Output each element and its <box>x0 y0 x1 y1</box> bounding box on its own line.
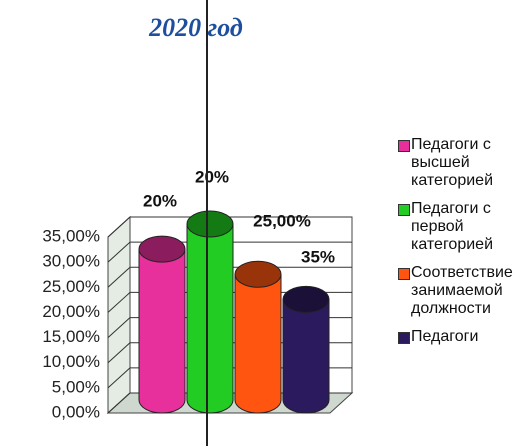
cylinder-body <box>138 248 186 414</box>
bar <box>138 235 186 414</box>
legend-label: Педагоги с высшей категорией <box>411 136 493 189</box>
grid-line <box>107 241 352 263</box>
cylinder-body <box>282 298 330 414</box>
legend-swatch <box>398 332 410 344</box>
y-tick-label: 15,00% <box>42 327 100 346</box>
cylinder-top <box>234 260 282 288</box>
bar <box>282 285 330 414</box>
legend-swatch <box>398 268 410 280</box>
legend-label: Соответствие занимаемой должности <box>411 264 513 317</box>
legend-item: Соответствие занимаемой должности <box>396 264 520 318</box>
cylinder-body <box>186 223 234 414</box>
y-tick-label: 35,00% <box>42 226 100 245</box>
legend-label: Педагоги <box>411 328 479 345</box>
grid-line <box>107 216 352 238</box>
back-wall <box>107 215 131 415</box>
annotation: 20% <box>195 167 229 186</box>
cylinder-body <box>234 273 282 414</box>
annotation: 25,00% <box>253 211 311 230</box>
annotation: 35% <box>301 247 335 266</box>
y-tick-label: 5,00% <box>52 377 100 396</box>
annotation: 20% <box>143 191 177 210</box>
legend-item: Педагоги <box>396 328 520 346</box>
legend-item: Педагоги с первой категорией <box>396 200 520 254</box>
cylinder-top <box>138 235 186 263</box>
y-tick-label: 10,00% <box>42 352 100 371</box>
legend-item: Педагоги с высшей категорией <box>396 136 520 190</box>
y-tick-label: 0,00% <box>52 402 100 421</box>
y-tick-label: 20,00% <box>42 302 100 321</box>
bar <box>234 260 282 414</box>
y-tick-label: 30,00% <box>42 252 100 271</box>
y-tick-label: 25,00% <box>42 277 100 296</box>
cylinder-top <box>186 210 234 238</box>
legend-swatch <box>398 204 410 216</box>
cylinder-top <box>282 285 330 313</box>
bar <box>186 210 234 414</box>
legend-label: Педагоги с первой категорией <box>411 200 493 253</box>
legend: Педагоги с высшей категорией Педагоги с п… <box>396 136 520 356</box>
chart-title: 2020 год <box>148 13 243 42</box>
legend-swatch <box>398 140 410 152</box>
